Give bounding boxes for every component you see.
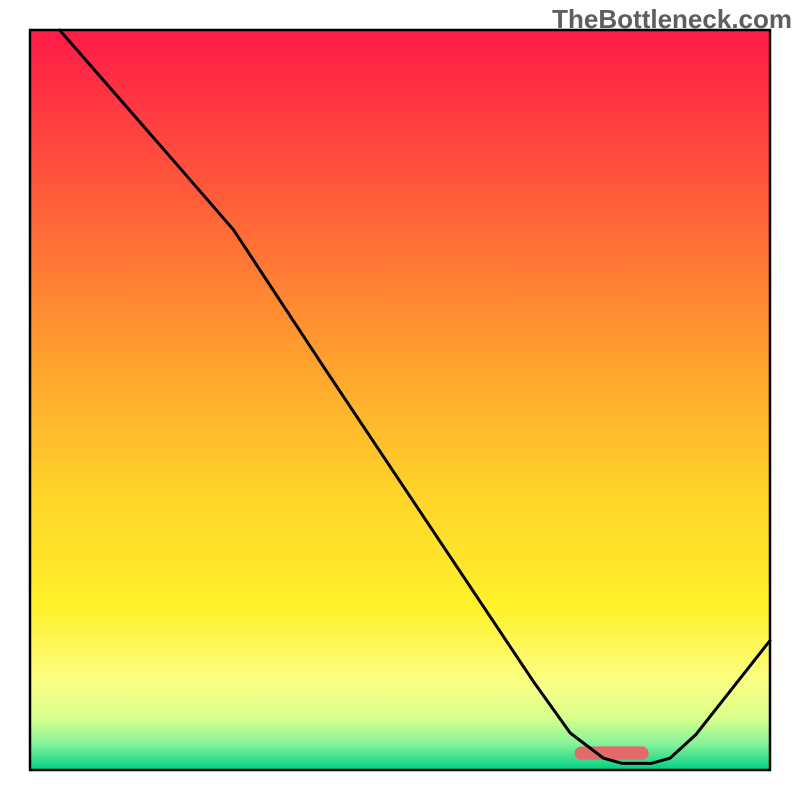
bottleneck-chart bbox=[0, 0, 800, 800]
bottom-marker bbox=[575, 746, 649, 759]
chart-frame: TheBottleneck.com bbox=[0, 0, 800, 800]
plot-area bbox=[30, 30, 770, 770]
watermark-text: TheBottleneck.com bbox=[552, 4, 792, 35]
plot-background bbox=[30, 30, 770, 770]
